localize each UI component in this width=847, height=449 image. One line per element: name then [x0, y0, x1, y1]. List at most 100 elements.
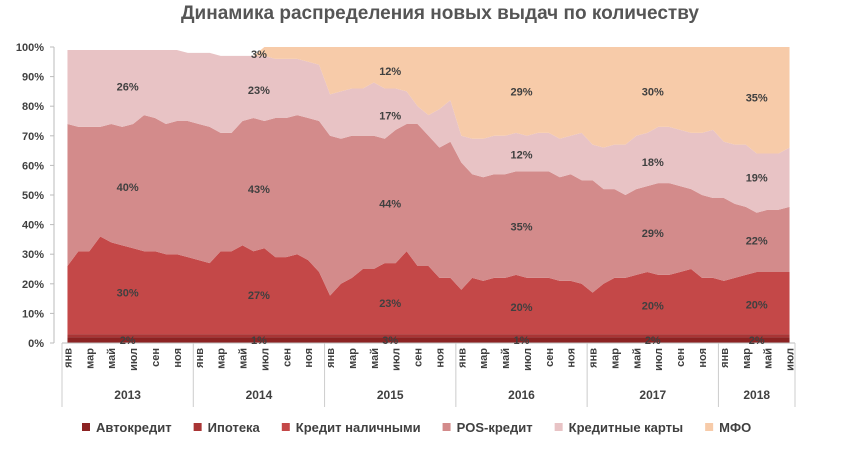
data-label: 22%: [746, 236, 768, 248]
data-label: 40%: [117, 182, 139, 194]
y-tick-label: 10%: [22, 308, 44, 320]
x-tick-label: май: [106, 348, 118, 369]
data-label: 26%: [117, 82, 139, 94]
x-tick-label: янв: [194, 348, 206, 368]
data-label: 12%: [379, 66, 401, 78]
x-tick-label: ноя: [697, 348, 709, 368]
area: [67, 47, 790, 154]
data-label: 35%: [746, 93, 768, 105]
x-tick-label: мар: [741, 348, 753, 369]
x-tick-label: янв: [62, 348, 74, 368]
area: [67, 49, 790, 213]
legend-marker: [281, 423, 290, 431]
y-tick-label: 60%: [22, 160, 44, 172]
data-label: 23%: [248, 85, 270, 97]
x-tick-label: мар: [347, 348, 359, 369]
data-label: 44%: [379, 199, 401, 211]
data-label: 23%: [379, 298, 401, 310]
data-label: 17%: [379, 110, 401, 122]
legend-marker: [554, 423, 563, 431]
year-label: 2018: [743, 388, 770, 402]
x-tick-label: янв: [325, 348, 337, 368]
x-tick-label: ноя: [434, 348, 446, 368]
year-label: 2014: [246, 388, 273, 402]
data-label: 19%: [746, 173, 768, 185]
legend-label: МФО: [719, 420, 751, 435]
year-label: 2017: [639, 388, 666, 402]
y-tick-label: 20%: [22, 279, 44, 291]
legend-marker: [82, 423, 90, 431]
y-tick-label: 70%: [22, 131, 44, 143]
x-tick-label: сен: [150, 348, 162, 367]
y-tick-label: 0%: [28, 338, 44, 350]
legend-label: Кредит наличными: [296, 420, 421, 435]
x-tick-label: май: [369, 348, 381, 369]
y-tick-label: 40%: [22, 220, 44, 232]
chart-title: Динамика распределения новых выдач по ко…: [181, 3, 699, 24]
legend-marker: [193, 423, 202, 431]
legend-label: Кредитные карты: [569, 420, 684, 435]
data-label: 27%: [248, 290, 270, 302]
data-label: 2%: [645, 335, 661, 347]
x-tick-label: июл: [391, 348, 403, 371]
data-label: 29%: [642, 228, 664, 240]
x-tick-label: июл: [785, 348, 797, 371]
x-tick-label: июл: [522, 348, 534, 371]
x-tick-label: июл: [653, 348, 665, 371]
data-label: 30%: [117, 287, 139, 299]
x-tick-label: янв: [456, 348, 468, 368]
data-label: 29%: [510, 86, 532, 98]
area: [67, 334, 790, 338]
x-tick-label: май: [631, 348, 643, 369]
data-label: 18%: [642, 157, 664, 169]
y-tick-label: 90%: [22, 72, 44, 84]
legend-label: Автокредит: [96, 420, 172, 435]
data-label: 3%: [251, 49, 267, 61]
y-tick-label: 30%: [22, 249, 44, 261]
x-tick-label: сен: [281, 348, 293, 367]
y-tick-label: 100%: [16, 42, 44, 54]
x-tick-label: мар: [609, 348, 621, 369]
data-label: 35%: [510, 222, 532, 234]
x-tick-label: сен: [675, 348, 687, 367]
y-tick-label: 80%: [22, 101, 44, 113]
data-label: 43%: [248, 184, 270, 196]
year-label: 2015: [377, 388, 404, 402]
x-tick-label: янв: [719, 348, 731, 368]
x-tick-label: июл: [259, 348, 271, 371]
data-label: 12%: [510, 149, 532, 161]
area: [67, 115, 790, 296]
legend-label: POS-кредит: [457, 420, 533, 435]
x-tick-label: сен: [413, 348, 425, 367]
data-label: 1%: [251, 335, 267, 347]
x-tick-label: май: [500, 348, 512, 369]
area: [67, 236, 790, 335]
x-tick-label: май: [763, 348, 775, 369]
legend-label: Ипотека: [208, 420, 261, 435]
data-label: 20%: [510, 302, 532, 314]
data-label: 2%: [120, 335, 136, 347]
data-label: 30%: [642, 86, 664, 98]
y-tick-label: 50%: [22, 190, 44, 202]
x-tick-label: июл: [128, 348, 140, 371]
data-label: 20%: [746, 299, 768, 311]
year-label: 2013: [114, 388, 141, 402]
data-label: 20%: [642, 301, 664, 313]
data-label: 1%: [514, 335, 530, 347]
year-label: 2016: [508, 388, 535, 402]
x-tick-label: сен: [544, 348, 556, 367]
x-tick-label: май: [238, 348, 250, 369]
x-tick-label: мар: [84, 348, 96, 369]
area: [67, 337, 790, 343]
data-label: 2%: [749, 335, 765, 347]
x-tick-label: янв: [588, 348, 600, 368]
legend-marker: [705, 423, 714, 431]
x-tick-label: мар: [216, 348, 228, 369]
legend-marker: [442, 423, 451, 431]
x-tick-label: ноя: [566, 348, 578, 368]
x-tick-label: ноя: [303, 348, 315, 368]
x-tick-label: мар: [478, 348, 490, 369]
x-tick-label: ноя: [172, 348, 184, 368]
data-label: 3%: [382, 335, 398, 347]
